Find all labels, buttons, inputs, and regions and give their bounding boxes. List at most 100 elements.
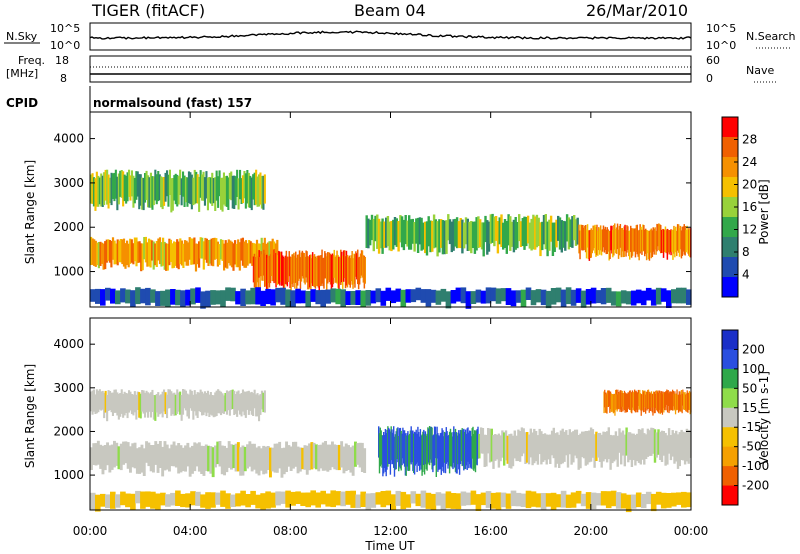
heatmap-cell bbox=[218, 390, 221, 414]
heatmap-cell bbox=[411, 218, 414, 244]
heatmap-cell bbox=[165, 444, 169, 470]
heatmap-cell bbox=[445, 291, 452, 309]
x-tick-label: 04:00 bbox=[173, 524, 208, 538]
heatmap-cell bbox=[204, 237, 207, 260]
heatmap-cell bbox=[644, 229, 646, 257]
heatmap-cell bbox=[290, 290, 296, 308]
heatmap-cell bbox=[145, 287, 151, 306]
heatmap-cell bbox=[652, 227, 654, 252]
heatmap-cell bbox=[416, 433, 418, 472]
heatmap-cell bbox=[529, 428, 532, 458]
heatmap-cell bbox=[190, 491, 196, 506]
heatmap-cell bbox=[664, 226, 667, 253]
heatmap-cell bbox=[306, 251, 308, 283]
heatmap-cell bbox=[252, 174, 255, 200]
heatmap-cell bbox=[661, 391, 663, 413]
heatmap-cell bbox=[662, 229, 665, 258]
heatmap-cell bbox=[625, 230, 627, 257]
heatmap-cell bbox=[587, 230, 590, 260]
heatmap-cell bbox=[277, 255, 279, 285]
heatmap-cell bbox=[400, 216, 404, 248]
heatmap-cell bbox=[330, 254, 333, 290]
heatmap-cell bbox=[122, 441, 125, 465]
heatmap-cell bbox=[545, 290, 552, 309]
heatmap-cell bbox=[674, 228, 676, 258]
heatmap-cell bbox=[400, 491, 407, 510]
heatmap-cell bbox=[676, 492, 682, 505]
heatmap-cell bbox=[383, 221, 386, 248]
heatmap-cell bbox=[343, 250, 346, 279]
heatmap-cell bbox=[97, 390, 100, 413]
heatmap-cell bbox=[103, 445, 107, 471]
heatmap-cell bbox=[671, 391, 673, 410]
heatmap-cell bbox=[249, 175, 252, 208]
heatmap-cell bbox=[388, 221, 391, 251]
heatmap-cell bbox=[223, 243, 226, 271]
heatmap-cell bbox=[140, 288, 146, 304]
heatmap-cell bbox=[536, 435, 540, 465]
heatmap-cell bbox=[151, 176, 154, 210]
heatmap-cell bbox=[510, 490, 517, 507]
heatmap-cell bbox=[459, 429, 462, 465]
heatmap-cell bbox=[659, 224, 661, 252]
heatmap-cell bbox=[607, 427, 610, 460]
heatmap-cell bbox=[633, 391, 635, 410]
heatmap-cell bbox=[157, 238, 160, 261]
heatmap-cell bbox=[266, 446, 270, 470]
heatmap-cell bbox=[350, 490, 356, 508]
heatmap-cell bbox=[458, 430, 460, 470]
heatmap-cell bbox=[640, 226, 642, 252]
heatmap-cell bbox=[126, 442, 130, 469]
heatmap-cell bbox=[243, 241, 246, 268]
heatmap-cell bbox=[418, 436, 421, 471]
heatmap-cell bbox=[450, 493, 457, 509]
heatmap-cell bbox=[525, 490, 532, 509]
heatmap-cell bbox=[201, 174, 204, 201]
heatmap-cell bbox=[206, 390, 209, 413]
heatmap-cell bbox=[426, 433, 428, 471]
heatmap-cell bbox=[225, 390, 228, 415]
heatmap-cell bbox=[492, 434, 495, 469]
heatmap-cell bbox=[345, 490, 351, 505]
heatmap-cell bbox=[258, 250, 260, 278]
heatmap-cell bbox=[590, 228, 592, 258]
heatmap-cell bbox=[282, 447, 286, 475]
heatmap-cell bbox=[91, 173, 94, 204]
heatmap-cell bbox=[234, 240, 237, 265]
heatmap-cell bbox=[226, 242, 229, 269]
colorbar-segment bbox=[722, 157, 738, 178]
heatmap-cell bbox=[263, 249, 265, 276]
heatmap-cell bbox=[92, 443, 96, 465]
heatmap-cell bbox=[160, 394, 163, 414]
heatmap-cell bbox=[457, 432, 459, 465]
heatmap-cell bbox=[142, 177, 145, 211]
heatmap-cell bbox=[495, 434, 499, 460]
heatmap-cell bbox=[169, 239, 172, 262]
heatmap-cell bbox=[550, 430, 554, 456]
colorbar-segment bbox=[722, 466, 738, 487]
heatmap-cell bbox=[184, 445, 187, 472]
heatmap-cell bbox=[610, 291, 617, 306]
heatmap-cell bbox=[570, 492, 577, 508]
heatmap-cell bbox=[608, 230, 610, 261]
heatmap-cell bbox=[262, 175, 265, 210]
heatmap-cell bbox=[138, 392, 141, 418]
heatmap-cell bbox=[261, 254, 263, 281]
heatmap-cell bbox=[440, 493, 447, 510]
heatmap-cell bbox=[404, 215, 407, 245]
heatmap-cell bbox=[263, 237, 266, 261]
heatmap-cell bbox=[689, 392, 691, 415]
heatmap-cell bbox=[643, 225, 645, 251]
heatmap-cell bbox=[646, 428, 650, 457]
heatmap-cell bbox=[167, 389, 170, 409]
heatmap-cell bbox=[644, 390, 646, 407]
heatmap-cell bbox=[130, 170, 133, 197]
heatmap-cell bbox=[617, 229, 620, 259]
heatmap-cell bbox=[604, 389, 606, 408]
heatmap-cell bbox=[237, 178, 240, 210]
heatmap-cell bbox=[193, 237, 196, 265]
heatmap-cell bbox=[450, 221, 453, 253]
heatmap-cell bbox=[116, 239, 119, 266]
heatmap-cell bbox=[440, 219, 443, 248]
heatmap-cell bbox=[146, 242, 149, 267]
